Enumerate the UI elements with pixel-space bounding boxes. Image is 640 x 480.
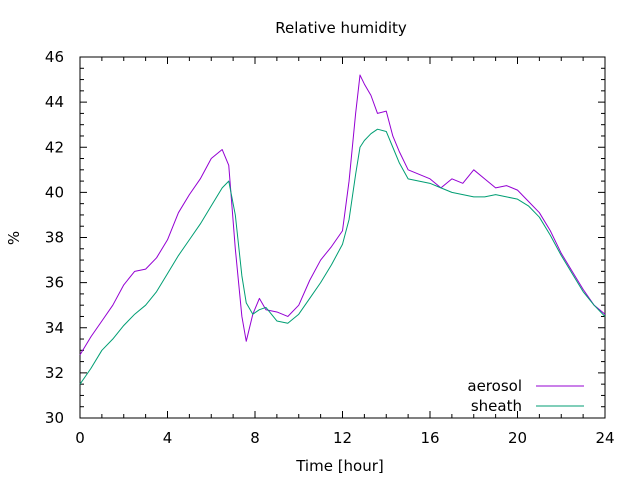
x-tick-label: 16 [420,429,439,447]
y-tick-label: 36 [45,274,64,292]
legend-label-sheath: sheath [471,397,522,415]
y-tick-label: 40 [45,183,64,201]
x-axis-label: Time [hour] [295,457,384,475]
y-tick-label: 42 [45,138,64,156]
series-layer [79,74,606,385]
y-tick-label: 38 [45,229,64,247]
x-tick-label: 0 [75,429,85,447]
x-tick-label: 12 [333,429,352,447]
series-line-aerosol [79,74,606,356]
y-axis-label: % [5,231,23,245]
legend: aerosol sheath [467,377,584,415]
y-tick-label: 44 [45,93,64,111]
x-tick-label: 4 [163,429,173,447]
y-tick-label: 32 [45,364,64,382]
series-line-sheath [79,128,606,385]
y-axis: 30 32 34 36 38 40 42 44 46 [45,48,605,427]
chart-title: Relative humidity [275,19,407,37]
legend-label-aerosol: aerosol [467,377,522,395]
x-tick-label: 20 [508,429,527,447]
plot-frame [79,56,606,419]
x-tick-label: 24 [595,429,614,447]
y-tick-label: 46 [45,48,64,66]
y-tick-label: 30 [45,409,64,427]
y-tick-label: 34 [45,319,64,337]
x-tick-label: 8 [250,429,260,447]
x-axis: 0 4 8 12 16 20 24 [75,57,615,447]
